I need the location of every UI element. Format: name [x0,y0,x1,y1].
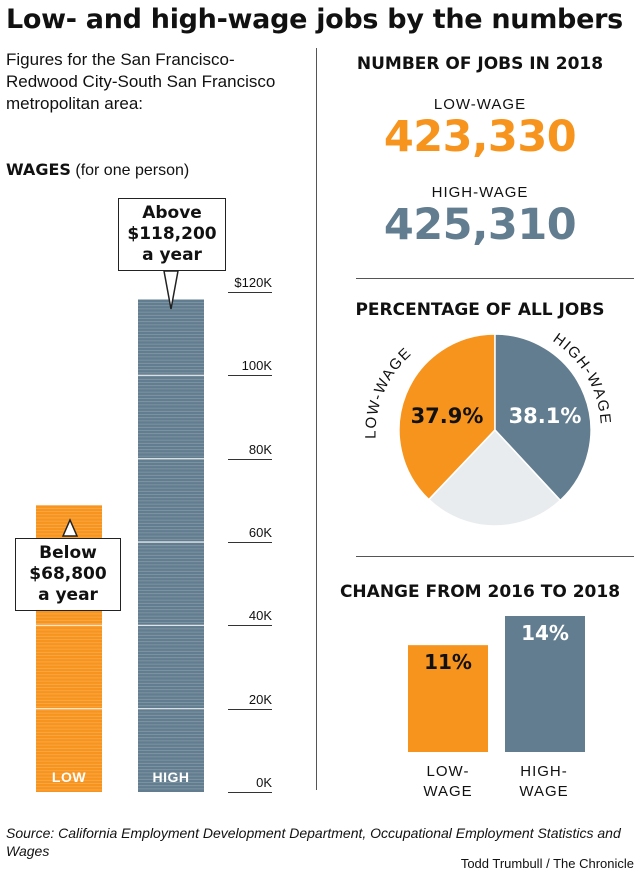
jobs-2018-heading: NUMBER OF JOBS IN 2018 [356,54,604,74]
jobs-low-value: 423,330 [383,112,577,162]
change-low-label: LOW- WAGE [408,762,488,802]
wage-bar-chart: 0K 20K 40K 60K 80K 100K $120K LOW HIGH Below $… [0,0,316,800]
wage-tick-mark [228,792,272,793]
pie-low-value-label: 37.9% [411,404,484,428]
wage-tick-mark [228,542,272,543]
high-bar-label: HIGH [152,769,190,785]
pie-slice-high-wage [494,333,592,502]
wage-tick-label: 60K [248,525,272,540]
intro-text: Figures for the San Francisco-Redwood Ci… [6,50,276,113]
pie-slice-other [427,428,562,527]
wages-heading: WAGES (for one person) [6,160,189,180]
page-title: Low- and high-wage jobs by the numbers [6,4,623,35]
divider-2 [356,556,634,557]
wage-tick-label: 100K [241,358,272,374]
wages-heading-note: (for one person) [75,162,190,179]
percentage-heading: PERCENTAGE OF ALL JOBS [355,300,605,320]
high-callout-pointer [163,270,179,310]
change-bar-high-wage-value-label: 14% [521,621,569,645]
high-wage-bar-fill [138,299,204,792]
source-note: Source: California Employment Developmen… [6,825,621,859]
wage-tick-label: 20K [248,691,272,707]
jobs-high-value: 425,310 [383,200,577,250]
wage-tick-mark [228,375,272,377]
wage-tick-label: 0K [256,775,272,790]
jobs-low-label: LOW-WAGE [433,96,527,113]
change-heading: CHANGE FROM 2016 TO 2018 [339,582,621,602]
wage-tick-mark [228,708,272,710]
low-callout-line-1: Below [39,543,97,563]
high-callout-line-3: a year [142,245,202,265]
low-wage-callout: Below $68,800 a year [15,538,121,611]
low-callout-line-3: a year [38,585,98,605]
change-bar-high-wage [505,616,585,752]
pie-high-value-label: 38.1% [509,404,582,428]
low-callout-line-2: $68,800 [29,564,107,584]
wages-heading-bold: WAGES [6,160,71,179]
wage-tick-label: 80K [248,441,272,457]
low-bar-label: LOW [51,769,87,785]
wage-tick-mark [228,292,272,293]
wage-tick-label: $120K [234,275,272,290]
divider-1 [356,278,634,279]
pie-slice-low-wage [398,333,496,501]
change-high-label-2: WAGE [519,783,569,800]
change-low-label-2: WAGE [423,783,473,800]
change-high-label: HIGH- WAGE [504,762,584,802]
credit-line: Todd Trumbull / The Chronicle [460,856,634,871]
change-bar-low-wage [408,645,488,752]
wage-tick-label: 40K [248,608,272,624]
low-callout-pointer [61,518,79,537]
change-bar-low-wage-value-label: 11% [424,650,472,674]
wage-tick-mark [228,458,272,460]
wage-tick-mark [228,625,272,627]
high-callout-line-1: Above [142,203,202,223]
vertical-divider [316,48,317,790]
change-high-label-1: HIGH- [520,763,568,780]
high-wage-bar [138,299,204,792]
high-wage-callout: Above $118,200 a year [118,198,226,271]
jobs-high-label: HIGH-WAGE [431,184,529,201]
callout-pointers [61,270,179,537]
change-low-label-1: LOW- [426,763,470,780]
high-callout-line-2: $118,200 [127,224,217,244]
